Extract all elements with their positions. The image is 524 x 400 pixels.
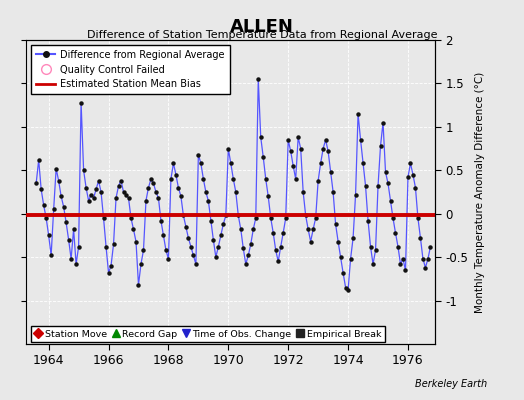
- Text: Berkeley Earth: Berkeley Earth: [415, 379, 487, 389]
- Legend: Station Move, Record Gap, Time of Obs. Change, Empirical Break: Station Move, Record Gap, Time of Obs. C…: [31, 326, 385, 342]
- Text: ALLEN: ALLEN: [230, 18, 294, 36]
- Y-axis label: Monthly Temperature Anomaly Difference (°C): Monthly Temperature Anomaly Difference (…: [475, 71, 485, 313]
- Text: Difference of Station Temperature Data from Regional Average: Difference of Station Temperature Data f…: [87, 30, 437, 40]
